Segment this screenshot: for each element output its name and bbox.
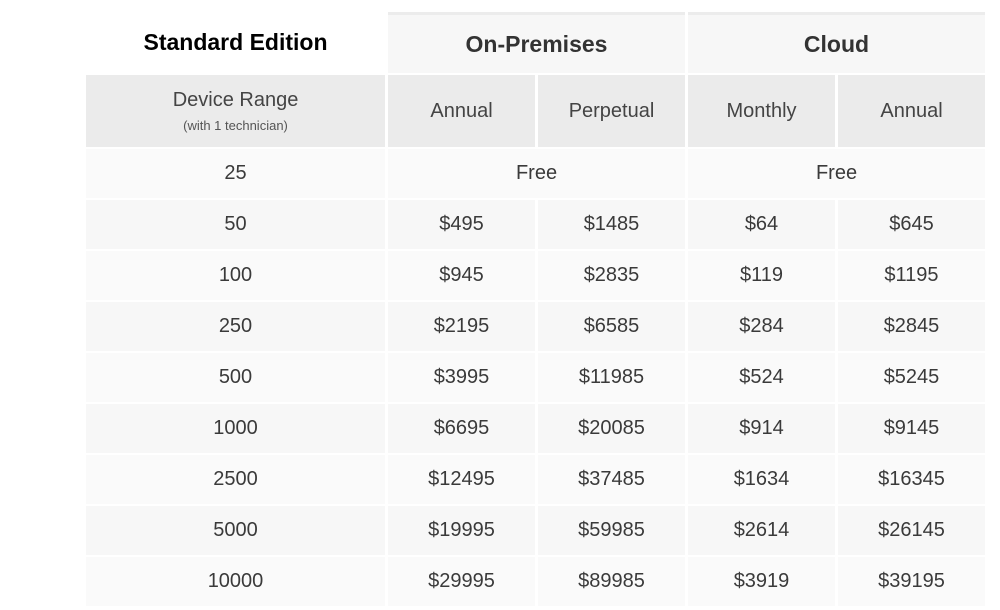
- cloud-monthly-price: $2614: [688, 506, 835, 555]
- cloud-annual-price: $645: [838, 200, 985, 249]
- cloud-monthly-price: $524: [688, 353, 835, 402]
- onprem-perpetual-price: $2835: [538, 251, 685, 300]
- cloud-annual-price: $1195: [838, 251, 985, 300]
- cloud-annual-price: $39195: [838, 557, 985, 606]
- onprem-annual-price: $6695: [388, 404, 535, 453]
- onprem-perpetual-price: $20085: [538, 404, 685, 453]
- onprem-annual-price: $2195: [388, 302, 535, 351]
- device-range-label: Device Range: [172, 89, 299, 111]
- onprem-perpetual-price: $6585: [538, 302, 685, 351]
- device-range-cell: 10000: [86, 557, 385, 606]
- cloud-monthly-price: $284: [688, 302, 835, 351]
- onprem-annual-price: $12495: [388, 455, 535, 504]
- cloud-annual-price: $16345: [838, 455, 985, 504]
- onprem-perpetual-price: $11985: [538, 353, 685, 402]
- cloud-annual-price: $2845: [838, 302, 985, 351]
- device-range-cell: 250: [86, 302, 385, 351]
- cloud-annual-price: $9145: [838, 404, 985, 453]
- device-range-cell: 25: [86, 149, 385, 198]
- onprem-perpetual-price: $59985: [538, 506, 685, 555]
- device-range-header: Device Range (with 1 technician): [86, 75, 385, 147]
- device-range-cell: 5000: [86, 506, 385, 555]
- column-header-onprem-perpetual: Perpetual: [538, 75, 685, 147]
- column-header-onprem-annual: Annual: [388, 75, 535, 147]
- pricing-table: Standard Edition On-Premises Cloud Devic…: [86, 12, 985, 606]
- onprem-annual-price: $29995: [388, 557, 535, 606]
- cloud-monthly-price: $119: [688, 251, 835, 300]
- group-header-cloud: Cloud: [688, 12, 985, 73]
- cloud-monthly-price: $64: [688, 200, 835, 249]
- onprem-free-cell: Free: [388, 149, 685, 198]
- device-range-cell: 100: [86, 251, 385, 300]
- onprem-annual-price: $495: [388, 200, 535, 249]
- cloud-monthly-price: $3919: [688, 557, 835, 606]
- onprem-annual-price: $945: [388, 251, 535, 300]
- onprem-perpetual-price: $89985: [538, 557, 685, 606]
- cloud-annual-price: $5245: [838, 353, 985, 402]
- device-range-sublabel: (with 1 technician): [183, 118, 288, 133]
- group-header-on-premises: On-Premises: [388, 12, 685, 73]
- cloud-monthly-price: $1634: [688, 455, 835, 504]
- column-header-cloud-annual: Annual: [838, 75, 985, 147]
- cloud-monthly-price: $914: [688, 404, 835, 453]
- onprem-annual-price: $3995: [388, 353, 535, 402]
- device-range-cell: 500: [86, 353, 385, 402]
- device-range-cell: 1000: [86, 404, 385, 453]
- cloud-annual-price: $26145: [838, 506, 985, 555]
- edition-title: Standard Edition: [86, 12, 385, 73]
- column-header-cloud-monthly: Monthly: [688, 75, 835, 147]
- device-range-cell: 2500: [86, 455, 385, 504]
- onprem-perpetual-price: $37485: [538, 455, 685, 504]
- cloud-free-cell: Free: [688, 149, 985, 198]
- onprem-annual-price: $19995: [388, 506, 535, 555]
- device-range-cell: 50: [86, 200, 385, 249]
- onprem-perpetual-price: $1485: [538, 200, 685, 249]
